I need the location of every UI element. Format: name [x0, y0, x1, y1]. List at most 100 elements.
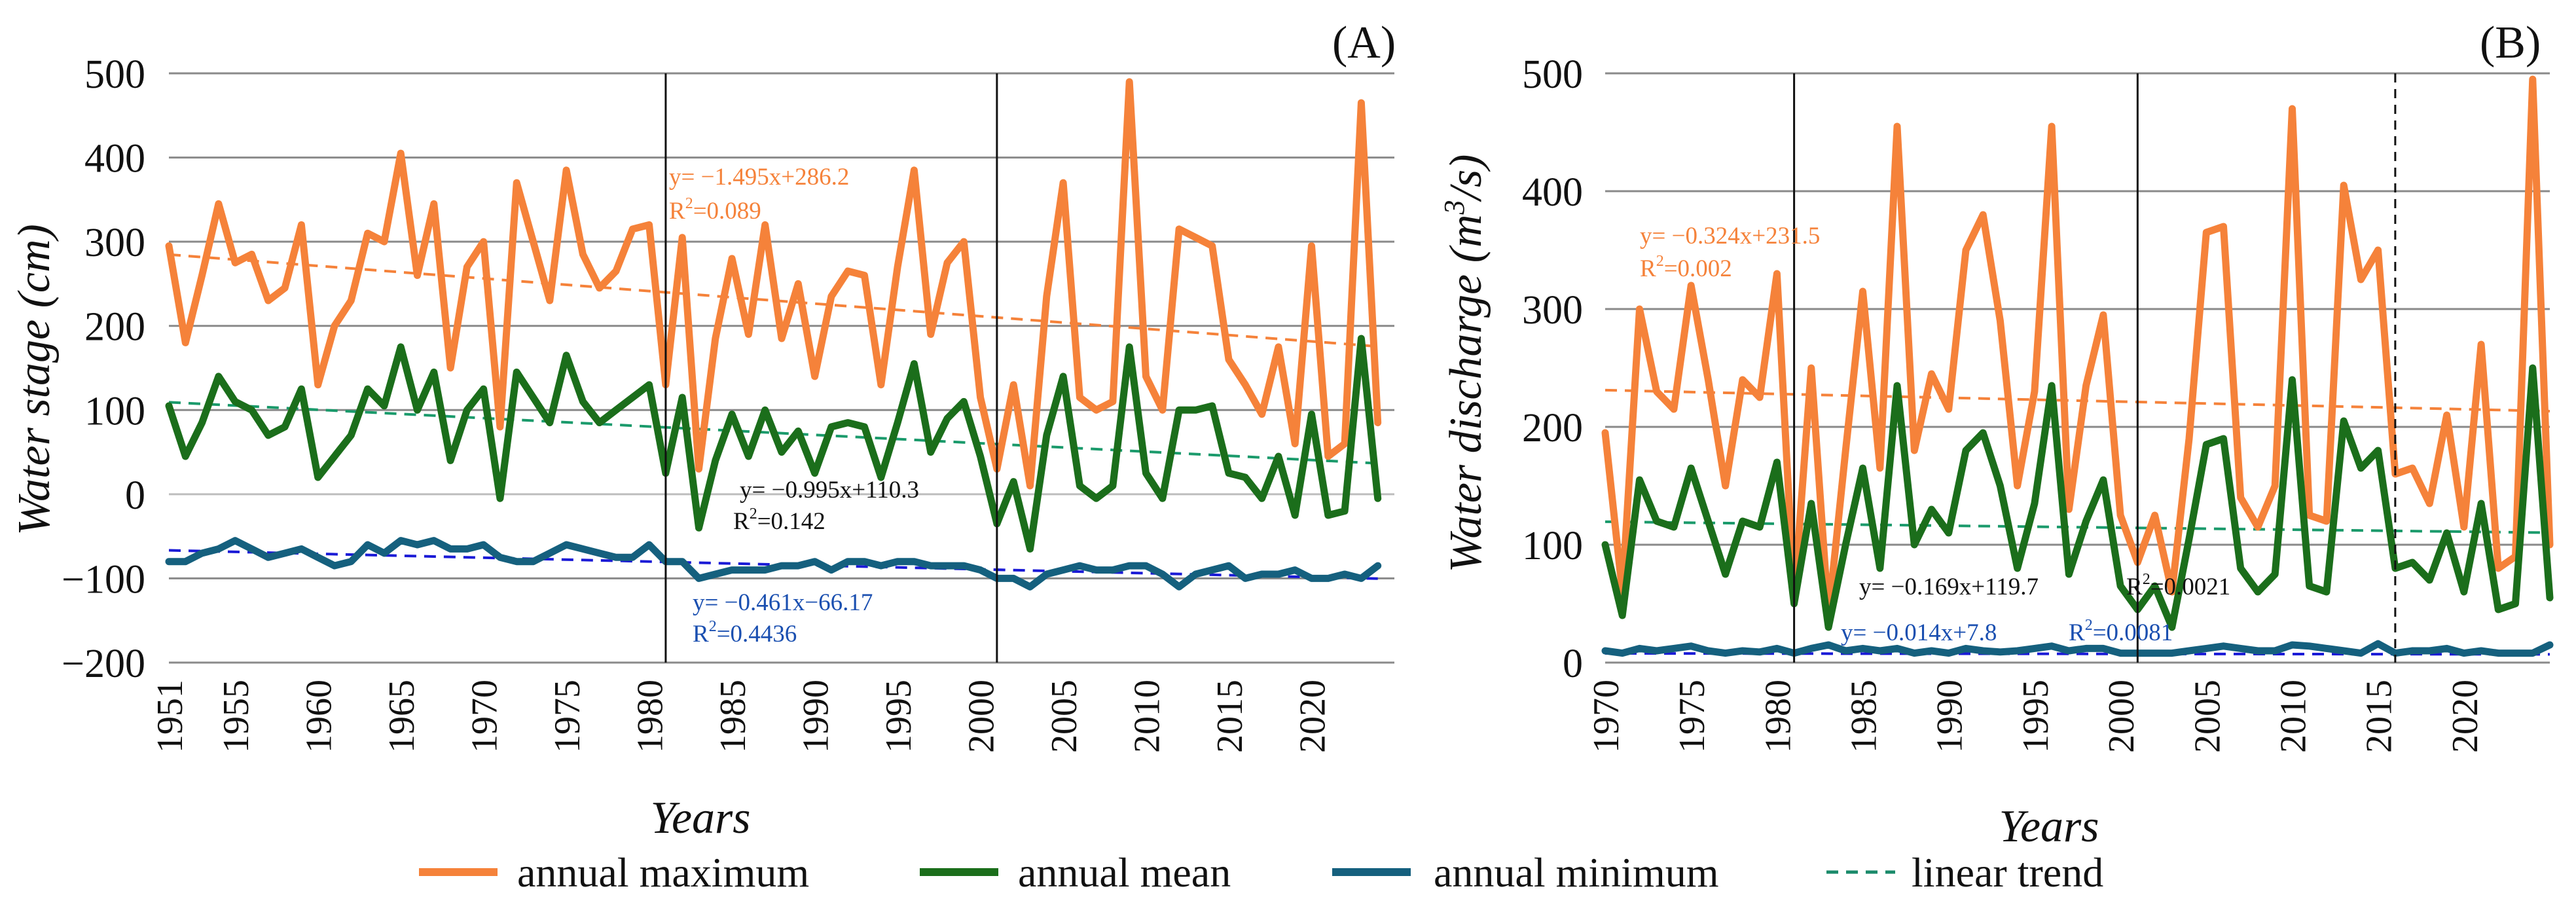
panel-b-y-ticks: 0 100 200 300 400 500	[1522, 52, 1583, 686]
panel-b-series-annual-minimum	[1601, 640, 2554, 657]
panel-b-trend-max-equation: y= −0.324x+231.5	[1640, 223, 1820, 249]
panel-b-series-annual-mean	[1601, 364, 2554, 631]
panel-b-annotation-mean: y= −0.169x+119.7 R2=0.0021	[1859, 571, 2230, 600]
panel-a-y-tick-label: 100	[84, 389, 145, 433]
panel-a-trend-min-r2-exp: 2	[709, 618, 717, 635]
panel-a-y-axis-title: Water stage (cm)	[9, 224, 60, 536]
legend: annual maximum annual mean annual minimu…	[419, 849, 2103, 896]
panel-b-y-tick-label: 100	[1522, 524, 1583, 568]
legend-item-annual-mean: annual mean	[920, 849, 1231, 896]
panel-b-x-tick-label: 1995	[2016, 680, 2056, 753]
panel-a-y-tick-label: 300	[84, 221, 145, 265]
panel-a-trend-max-r2: R2=0.089	[669, 195, 761, 225]
panel-a-x-tick-label: 1985	[713, 680, 753, 753]
panel-a-x-tick-label: 1965	[382, 680, 422, 753]
panel-b-trend-mean-r2-exp: 2	[2143, 571, 2150, 588]
panel-b-trend-min-r2-exp: 2	[2085, 617, 2093, 634]
legend-item-annual-minimum: annual minimum	[1332, 849, 1719, 896]
panel-a-y-tick-label: −200	[62, 642, 145, 686]
panel-a-trend-max-equation: y= −1.495x+286.2	[669, 164, 849, 191]
legend-label-annual-minimum: annual minimum	[1434, 849, 1719, 896]
panel-b-x-tick-label: 1990	[1930, 680, 1970, 753]
panel-a-x-tick-label: 1995	[879, 680, 919, 753]
panel-a-annotation-mean: y= −0.995x+110.3 R2=0.142	[733, 477, 919, 535]
panel-b-y-axis-title: Water discharge (m3/s)	[1438, 155, 1491, 573]
panel-b-x-tick-label: 2005	[2187, 680, 2228, 753]
panel-a-x-tick-label: 1980	[630, 680, 671, 753]
panel-a-x-tick-label: 2015	[1210, 680, 1250, 753]
panel-b-x-ticks: 1970 1975 1980 1985 1990 1995 2000 2005 2010 2015…	[1586, 680, 2486, 753]
panel-a-y-tick-label: 0	[125, 473, 145, 518]
legend-label-annual-mean: annual mean	[1018, 849, 1231, 896]
panel-a-trend-line-max	[168, 253, 1378, 348]
panel-a-water-stage: −200 −100 0 100 200 300 400 500 1951 1955 1960 196…	[9, 18, 1396, 843]
panel-a-label: (A)	[1332, 18, 1396, 68]
panel-b-gridlines	[1605, 72, 2550, 664]
panel-b-annotation-min: y= −0.014x+7.8 R2=0.0081	[1841, 617, 2173, 646]
panel-b-trend-min-r2: R2=0.0081	[2069, 617, 2173, 646]
panel-b-y-tick-label: 0	[1563, 642, 1583, 686]
panel-a-annotation-max: y= −1.495x+286.2 R2=0.089	[669, 164, 849, 225]
panel-a-trend-mean-r2-exp: 2	[750, 505, 757, 522]
panel-a-y-ticks: −200 −100 0 100 200 300 400 500	[62, 52, 145, 686]
panel-a-series-annual-mean	[165, 335, 1382, 553]
panel-a-x-tick-label: 2010	[1127, 680, 1168, 753]
legend-label-linear-trend: linear trend	[1912, 849, 2103, 896]
panel-b-trend-max-r2-exp: 2	[1656, 253, 1664, 270]
panel-a-trend-mean-r2: R2=0.142	[733, 505, 825, 535]
panel-b-annotation-max: y= −0.324x+231.5 R2=0.002	[1640, 223, 1820, 282]
panel-a-x-tick-label: 1960	[299, 680, 340, 753]
panel-b-series-annual-maximum	[1601, 75, 2554, 619]
panel-a-x-tick-label: 1975	[547, 680, 588, 753]
panel-b-x-tick-label: 2000	[2101, 680, 2142, 753]
panel-a-x-tick-label: 2005	[1044, 680, 1085, 753]
legend-item-annual-maximum: annual maximum	[419, 849, 809, 896]
panel-b-x-tick-label: 1970	[1586, 680, 1627, 753]
panel-a-x-tick-label: 1990	[796, 680, 837, 753]
panel-a-trend-min-r2: R2=0.4436	[693, 618, 797, 648]
panel-a-x-axis-title: Years	[650, 793, 750, 843]
panel-a-annotation-min: y= −0.461x−66.17 R2=0.4436	[693, 589, 873, 648]
panel-b-x-tick-label: 2010	[2273, 680, 2313, 753]
panel-b-trend-max-r2: R2=0.002	[1640, 253, 1732, 282]
panel-b-x-tick-label: 2020	[2445, 680, 2486, 753]
panel-a-trend-line-min	[168, 549, 1378, 580]
panel-a-x-tick-label: 2000	[962, 680, 1002, 753]
panel-b-series	[1601, 75, 2554, 657]
panel-b-water-discharge: 0 100 200 300 400 500 1970 1975 1980 1985 1990 199…	[1438, 18, 2554, 852]
panel-a-x-tick-label: 1951	[150, 680, 190, 753]
panel-a-breakpoints	[664, 73, 998, 663]
panel-a-y-tick-label: −100	[62, 557, 145, 602]
panel-b-trend-mean-r2: R2=0.0021	[2126, 571, 2230, 600]
panel-b-x-axis-title: Years	[1999, 801, 2099, 852]
panel-b-y-axis-title-sup: 3	[1438, 200, 1470, 215]
panel-b-y-tick-label: 500	[1522, 52, 1583, 97]
panel-a-series-annual-maximum	[165, 78, 1382, 490]
panel-a-trend-line-mean	[168, 401, 1378, 465]
panel-a-trend-max-r2-exp: 2	[685, 195, 693, 212]
panel-a-trend-mean-equation: y= −0.995x+110.3	[740, 477, 919, 503]
panel-b-y-tick-label: 200	[1522, 406, 1583, 450]
panel-a-y-tick-label: 200	[84, 305, 145, 350]
panel-a-x-tick-label: 1955	[216, 680, 257, 753]
panel-a-series	[165, 78, 1382, 591]
panel-a-y-tick-label: 400	[84, 137, 145, 181]
panel-a-x-tick-label: 1970	[465, 680, 505, 753]
panel-b-x-tick-label: 1975	[1672, 680, 1713, 753]
panel-b-x-tick-label: 1985	[1844, 680, 1885, 753]
panel-b-x-tick-label: 2015	[2359, 680, 2400, 753]
panel-b-trend-mean-equation: y= −0.169x+119.7	[1859, 574, 2039, 600]
panel-b-trend-line-max	[1605, 388, 2550, 412]
legend-item-linear-trend: linear trend	[1826, 849, 2103, 896]
panel-b-label: (B)	[2480, 18, 2541, 68]
panel-a-trend-min-equation: y= −0.461x−66.17	[693, 589, 873, 616]
panel-b-breakpoints	[1793, 73, 2397, 663]
panel-b-y-tick-label: 400	[1522, 170, 1583, 215]
panel-b-trend-min-equation: y= −0.014x+7.8	[1841, 619, 1997, 646]
panel-b-y-tick-label: 300	[1522, 288, 1583, 333]
panel-a-y-tick-label: 500	[84, 52, 145, 97]
panel-b-x-tick-label: 1980	[1758, 680, 1798, 753]
panel-a-trend-lines	[168, 253, 1378, 580]
panel-a-series-annual-minimum	[165, 537, 1382, 591]
